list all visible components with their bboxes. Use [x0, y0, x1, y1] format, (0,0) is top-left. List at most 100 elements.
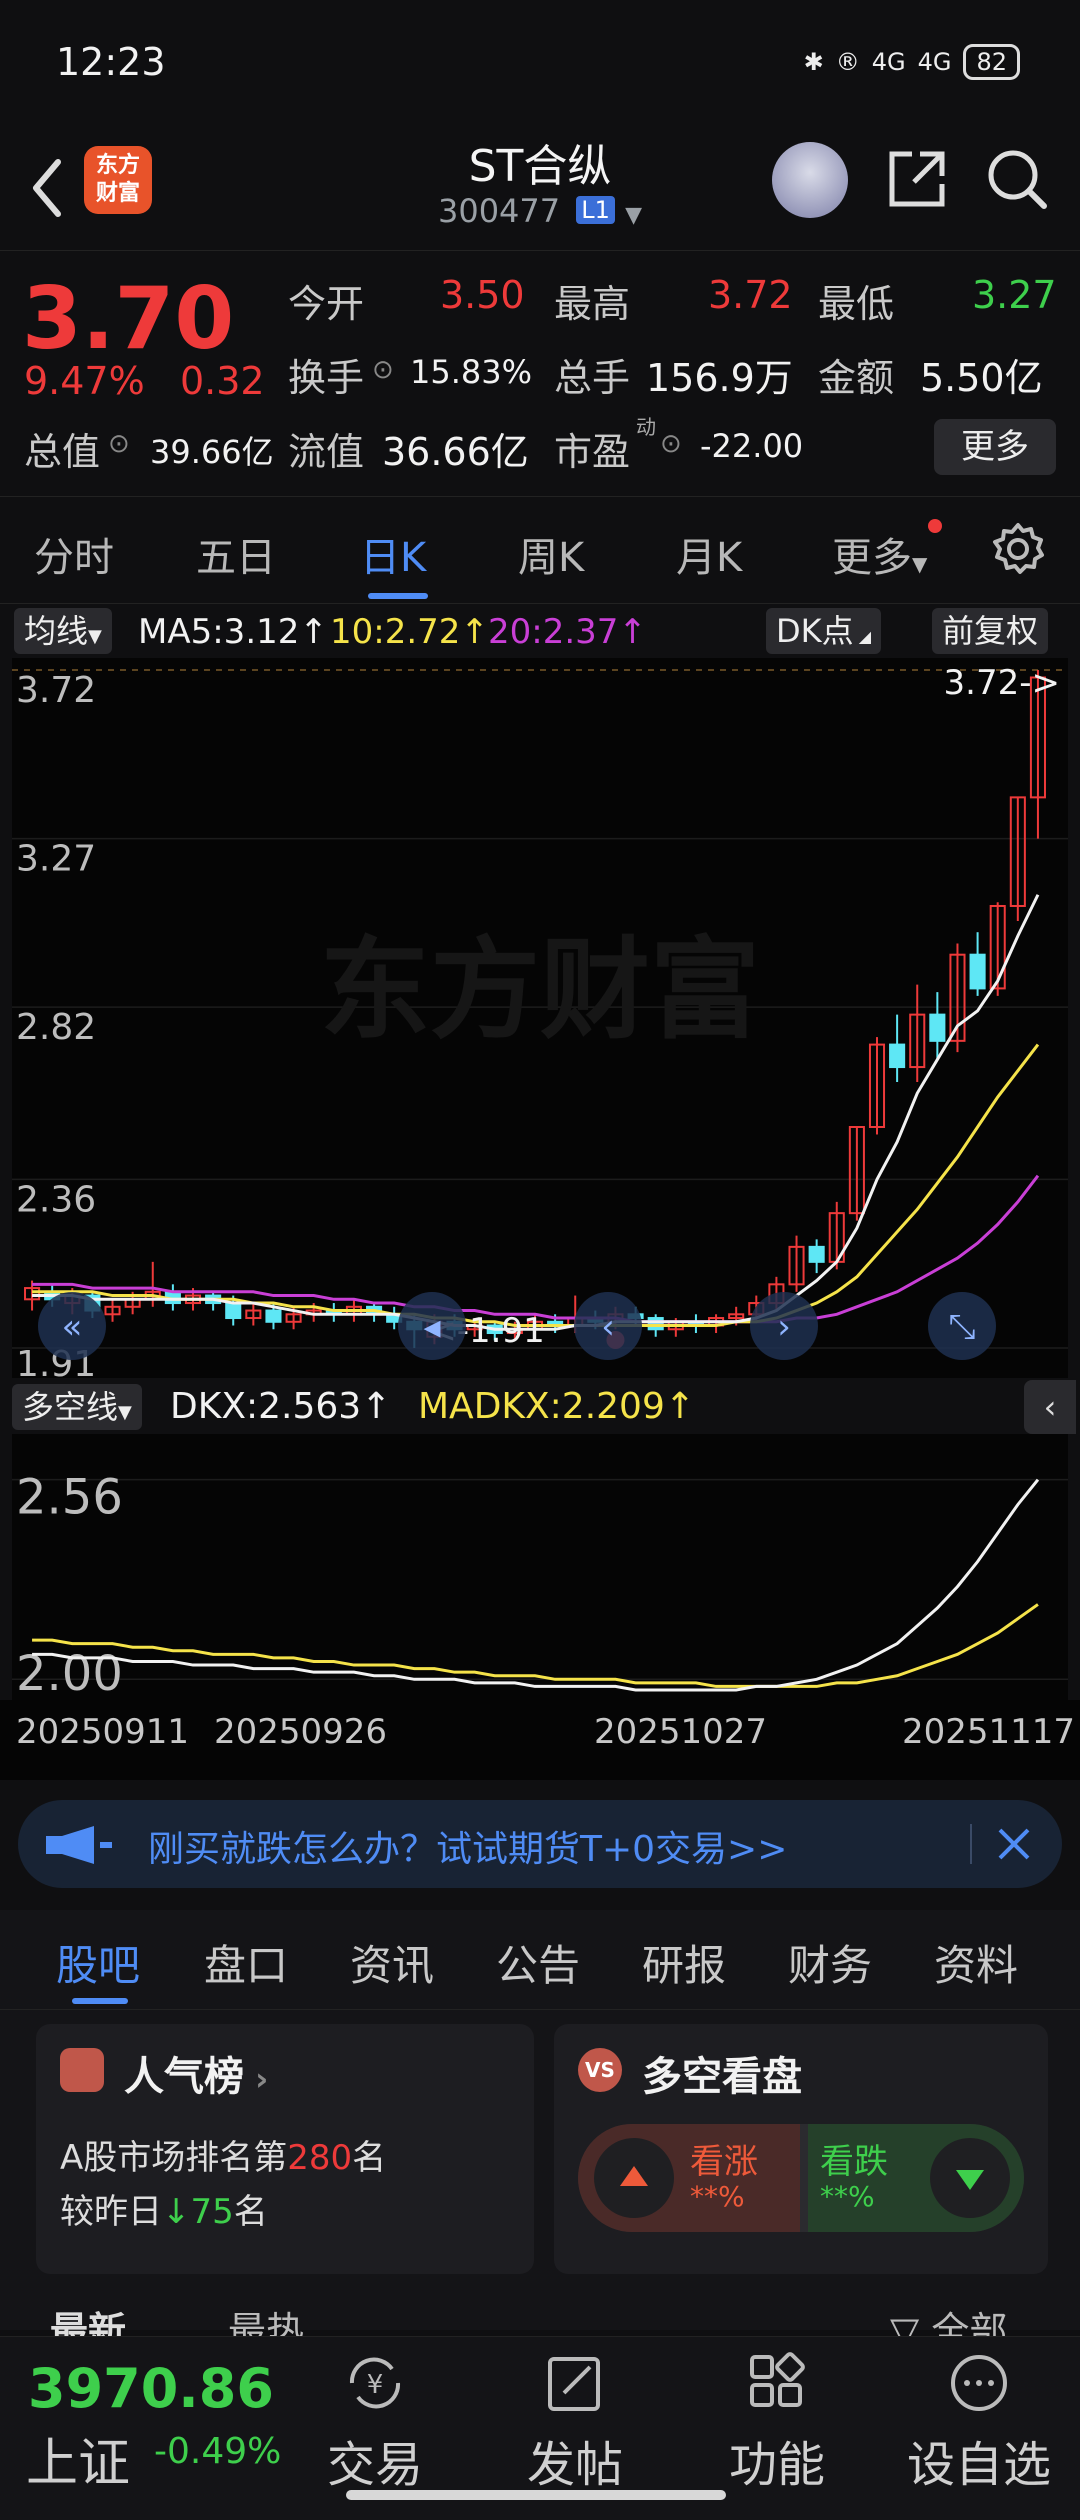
tab-five-day[interactable]: 五日 — [196, 535, 276, 581]
ma-selector[interactable]: 均线▼ — [14, 608, 112, 654]
candle-body — [788, 1245, 805, 1286]
up-arrow-icon — [594, 2138, 674, 2218]
high-label: 最高 — [554, 282, 631, 326]
candle-body — [868, 1043, 886, 1128]
open-label: 今开 — [288, 282, 365, 326]
battery-icon: 82 — [963, 44, 1020, 80]
change-percent: 9.47% — [24, 359, 145, 403]
info-icon[interactable]: ⊙ — [108, 429, 130, 459]
tab-more[interactable]: 更多▼ — [832, 525, 927, 583]
nav-trade[interactable]: ¥ 交易 — [300, 2351, 450, 2495]
y-tick-label: 3.27 — [16, 839, 96, 880]
bullish-percent: **% — [690, 2180, 745, 2213]
divider — [970, 1824, 972, 1864]
dkx-selector[interactable]: 多空线▼ — [12, 1384, 142, 1430]
dropdown-icon: ▼ — [625, 203, 643, 228]
dropdown-icon: ▼ — [88, 626, 102, 647]
share-icon[interactable] — [884, 146, 950, 212]
pe-value: -22.00 — [700, 427, 804, 465]
index-name: 上证 — [26, 2434, 131, 2494]
nav-watchlist[interactable]: 设自选 — [904, 2351, 1054, 2495]
nav-functions-label: 功能 — [728, 2437, 825, 2493]
tab-news[interactable]: 资讯 — [350, 1941, 435, 1990]
dk-point-label: DK点 — [776, 612, 854, 650]
index-value: 3970.86 — [28, 2357, 274, 2420]
turnover-value: 15.83% — [410, 353, 533, 391]
tab-pankou[interactable]: 盘口 — [204, 1941, 289, 1990]
change-amount: 0.32 — [180, 359, 265, 403]
dkx-chart[interactable]: 2.56 2.00 — [12, 1434, 1068, 1702]
candle-body — [285, 1313, 302, 1323]
amount-value: 5.50亿 — [920, 356, 1043, 400]
scroll-right-icon — [750, 1292, 818, 1360]
popularity-card[interactable]: 人气榜 › A股市场排名第280名 较昨日↓75名 — [36, 2024, 534, 2274]
home-indicator — [346, 2490, 726, 2500]
low-value: 3.27 — [972, 273, 1057, 317]
dropdown-icon: ▼ — [118, 1402, 132, 1423]
stock-code-row[interactable]: 300477 L1 ▼ — [0, 192, 1080, 230]
float-value-label: 流值 — [288, 430, 365, 474]
madkx-value: MADKX:2.209↑ — [418, 1386, 696, 1427]
more-quote-button[interactable]: 更多 — [934, 419, 1056, 475]
tab-guba[interactable]: 股吧 — [56, 1941, 141, 1990]
tab-profile[interactable]: 资料 — [934, 1941, 1019, 1990]
zoom-out-icon-glyph: ◂ — [423, 1307, 440, 1347]
ma20-value: 20:2.37↑ — [488, 612, 647, 652]
bullish-area[interactable]: 看涨 **% — [578, 2124, 800, 2232]
dkx-indicator-row: 多空线▼ DKX:2.563↑ MADKX:2.209↑ ‹ — [0, 1380, 1080, 1434]
ad-banner[interactable]: 刚买就跌怎么办？试试期货T+0交易>> — [18, 1800, 1062, 1888]
ai-assistant-icon[interactable] — [772, 142, 848, 218]
gear-icon[interactable] — [988, 519, 1048, 579]
rank-line: A股市场排名第280名 — [60, 2130, 386, 2179]
stock-header: 东方 财富 ST合纵 300477 L1 ▼ — [0, 130, 1080, 250]
close-icon[interactable] — [988, 1818, 1040, 1870]
back-arrow-icon[interactable] — [20, 148, 80, 228]
dkx-value: DKX:2.563↑ — [170, 1386, 392, 1427]
corner-icon: ◢ — [853, 627, 872, 646]
nav-functions[interactable]: 功能 — [702, 2351, 852, 2495]
signal-icon-1: 4G — [871, 48, 906, 76]
chart-bars-icon — [60, 2048, 104, 2092]
collapse-panel-icon[interactable]: ‹ — [1024, 1380, 1076, 1434]
grid-icon — [750, 2352, 805, 2407]
dkx-svg: 2.56 2.00 — [12, 1470, 1068, 1702]
tab-weekly-k[interactable]: 周K — [518, 535, 585, 581]
total-value-label: 总值 — [24, 430, 101, 474]
adjust-selector[interactable]: 前复权 — [932, 608, 1049, 654]
candle-body — [104, 1305, 121, 1316]
candle-body — [848, 1125, 865, 1215]
dk-point-selector[interactable]: DK点 ◢ — [766, 608, 882, 654]
nav-post[interactable]: 发帖 — [500, 2351, 650, 2495]
tab-monthly-k[interactable]: 月K — [676, 535, 743, 581]
tab-announcement[interactable]: 公告 — [496, 1941, 581, 1990]
info-icon[interactable]: ⊙ — [660, 429, 682, 459]
tab-finance[interactable]: 财务 — [788, 1941, 873, 1990]
ma10-value: 10:2.72↑ — [330, 612, 489, 652]
candle-body — [647, 1317, 664, 1331]
status-time: 12:23 — [56, 40, 166, 84]
total-value: 39.66亿 — [150, 433, 274, 471]
kline-chart[interactable]: 东方财富 3.72 3.27 2.82 2.36 1.91 3.72-> <-1.91 «◂ ‹ ›… — [12, 658, 1068, 1385]
nav-post-label: 发帖 — [526, 2437, 623, 2493]
brand-logo[interactable]: 东方 财富 — [84, 146, 152, 214]
info-icon[interactable]: ⊙ — [372, 355, 394, 385]
ad-text: 刚买就跌怎么办？试试期货T+0交易>> — [148, 1829, 788, 1870]
y-tick-label: 2.36 — [16, 1179, 96, 1220]
tab-intraday[interactable]: 分时 — [34, 535, 114, 581]
high-annotation: 3.72-> — [944, 663, 1060, 703]
ma5-line — [32, 894, 1040, 1331]
fullscreen-icon — [928, 1292, 996, 1360]
tab-research[interactable]: 研报 — [642, 1941, 727, 1990]
tab-daily-k[interactable]: 日K — [360, 535, 427, 581]
candle-body — [1029, 676, 1046, 799]
ma-indicator-row: 均线▼ MA5:3.12↑ 10:2.72↑ 20:2.37↑ DK点 ◢ 前复… — [0, 604, 1080, 658]
candle-body — [909, 1013, 926, 1069]
bearish-label: 看跌 — [820, 2142, 888, 2182]
bearish-area[interactable]: 看跌 **% — [808, 2124, 1024, 2232]
pe-label: 市盈 — [554, 430, 631, 474]
search-icon[interactable] — [984, 146, 1050, 212]
status-bar: 12:23 ✱ ® 4G 4G 82 — [0, 0, 1080, 130]
y-tick-label: 2.82 — [16, 1007, 96, 1048]
nav-trade-label: 交易 — [326, 2437, 423, 2493]
